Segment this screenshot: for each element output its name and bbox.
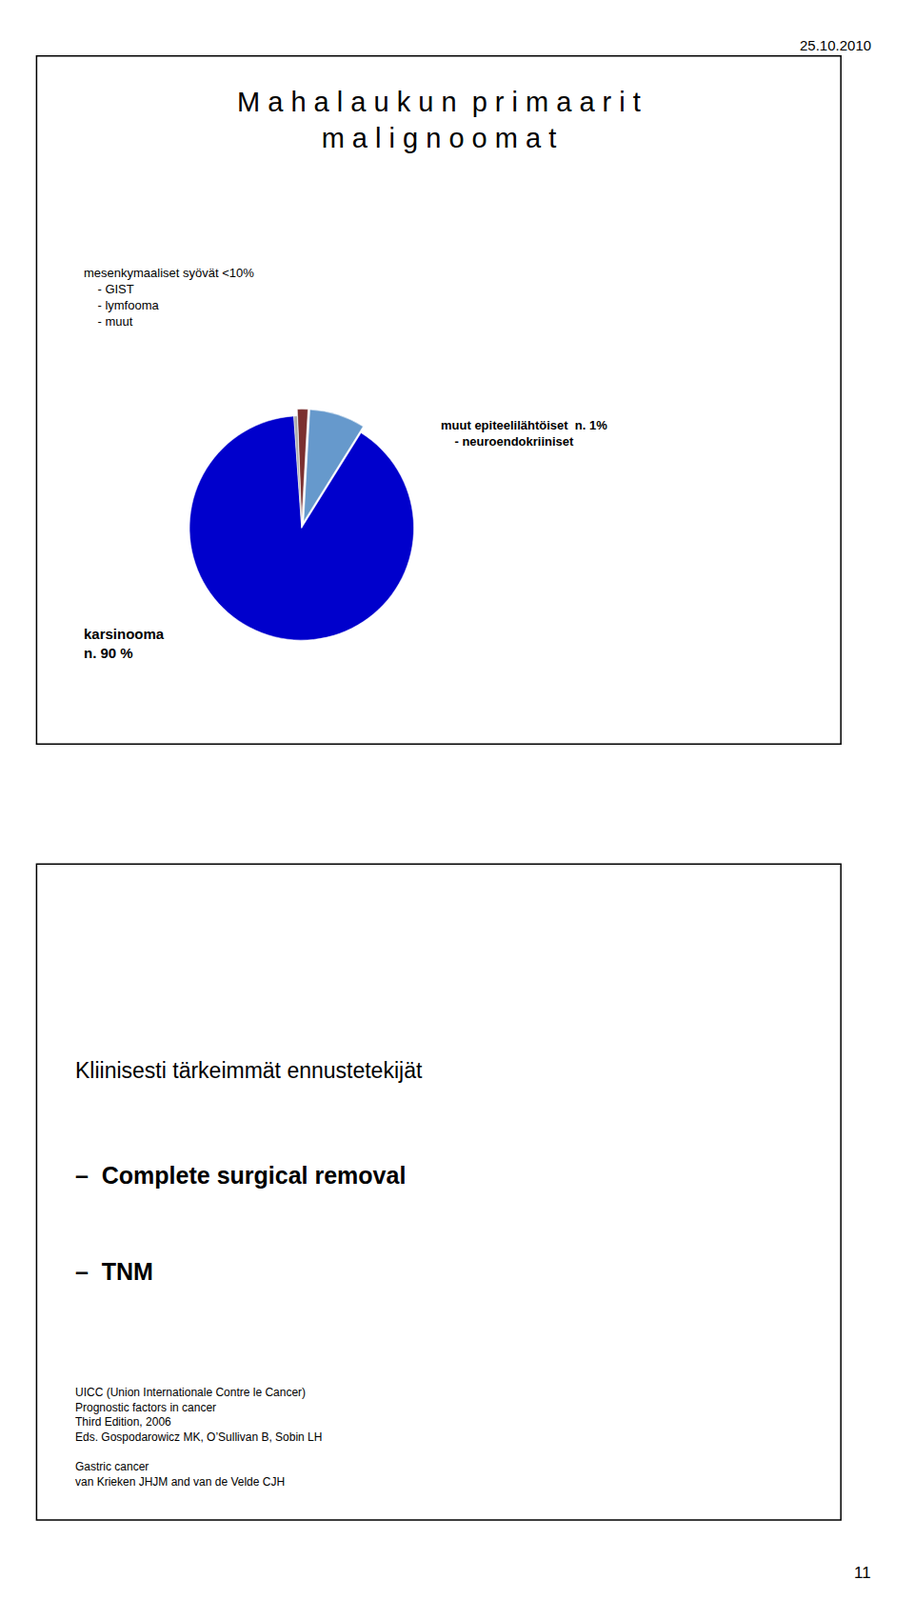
svg-text:muut epiteelilähtöiset n. 1%: muut epiteelilähtöiset n. 1% - neuroendo…	[440, 417, 608, 449]
svg-text:– Complete surgical removal: – Complete surgical removal	[75, 1161, 406, 1189]
svg-text:– TNM: – TNM	[75, 1257, 154, 1285]
svg-text:karsinooman. 90 %: karsinooman. 90 %	[83, 625, 165, 661]
svg-text:Kliinisesti tärkeimmät ennuste: Kliinisesti tärkeimmät ennustetekijät	[75, 1057, 423, 1083]
svg-text:UICC (Union Internationale Con: UICC (Union Internationale Contre le Can…	[75, 1385, 322, 1489]
svg-text:11: 11	[854, 1563, 872, 1582]
svg-text:M a h a l a u k u n p r i m a: M a h a l a u k u n p r i m a a r i tm a…	[237, 86, 641, 154]
svg-text:25.10.2010: 25.10.2010	[799, 37, 872, 54]
svg-text:mesenkymaaliset syövät <10%: mesenkymaaliset syövät <10% - GIST - lym…	[83, 265, 255, 329]
